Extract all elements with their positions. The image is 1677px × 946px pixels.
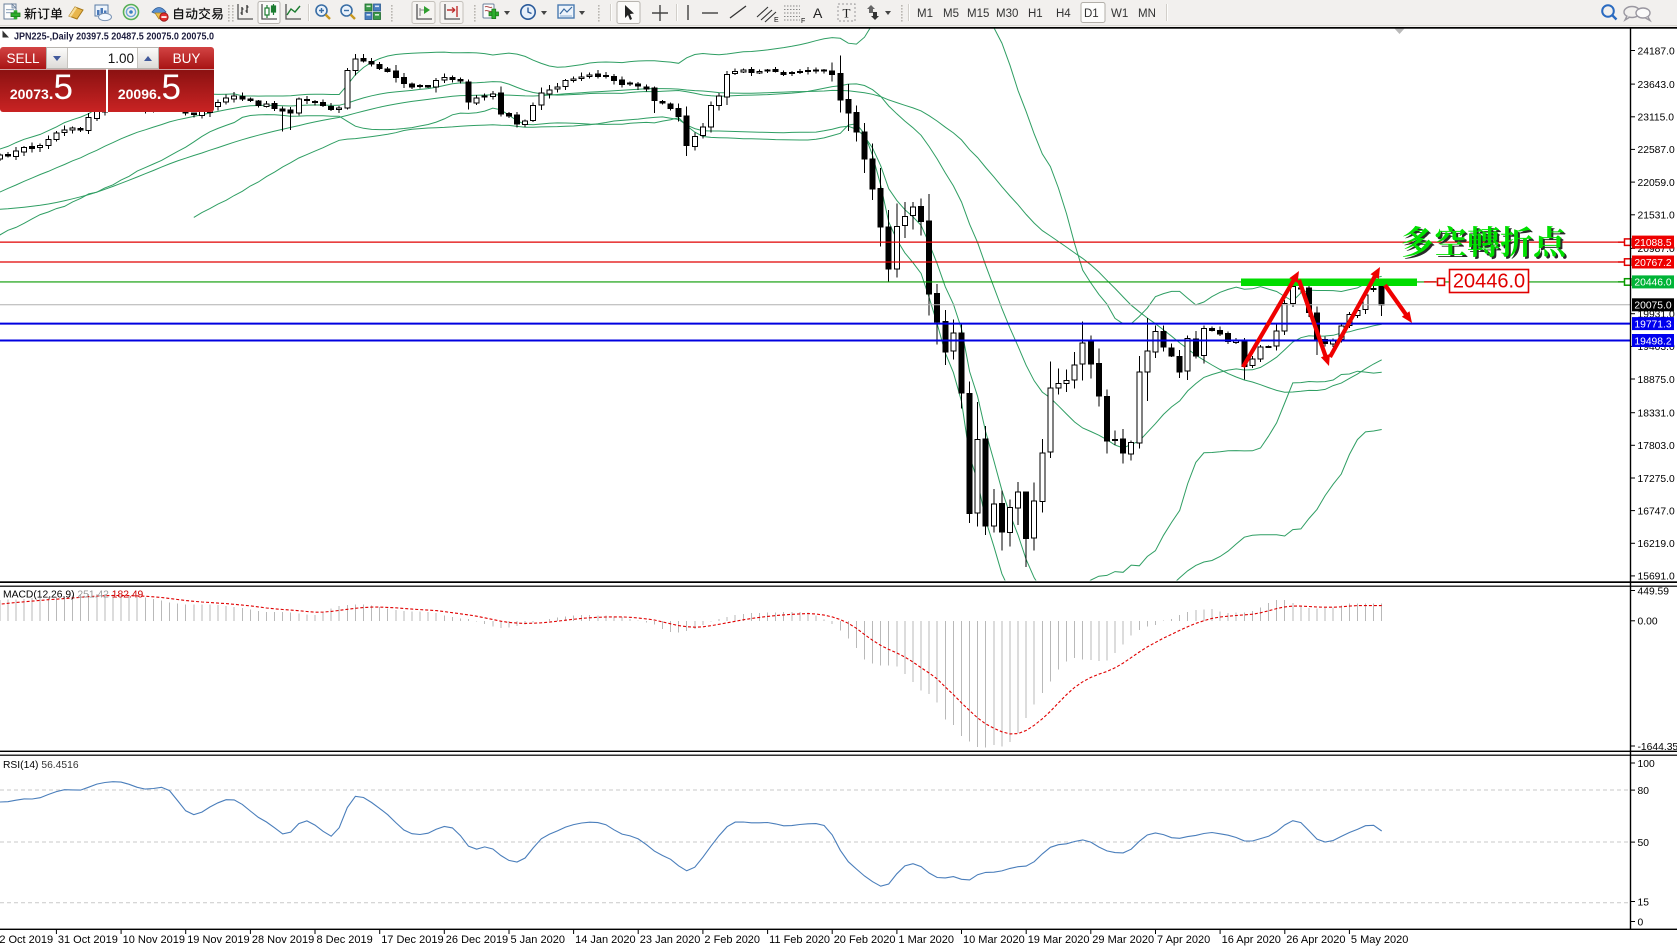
svg-text:20 Feb 2020: 20 Feb 2020 — [834, 934, 896, 946]
svg-text:16 Apr 2020: 16 Apr 2020 — [1222, 934, 1281, 946]
svg-text:19 Mar 2020: 19 Mar 2020 — [1028, 934, 1090, 946]
svg-text:24187.0: 24187.0 — [1638, 46, 1675, 57]
svg-text:26 Apr 2020: 26 Apr 2020 — [1286, 934, 1345, 946]
svg-text:28 Nov 2019: 28 Nov 2019 — [252, 934, 314, 946]
svg-text:0.00: 0.00 — [1638, 617, 1658, 628]
svg-text:MN: MN — [1138, 8, 1156, 20]
svg-text:17275.0: 17275.0 — [1638, 474, 1675, 485]
svg-text:10 Mar 2020: 10 Mar 2020 — [963, 934, 1025, 946]
svg-text:20446.0: 20446.0 — [1634, 278, 1671, 289]
svg-text:17 Dec 2019: 17 Dec 2019 — [381, 934, 443, 946]
svg-text:29 Mar 2020: 29 Mar 2020 — [1092, 934, 1154, 946]
svg-text:22587.0: 22587.0 — [1638, 145, 1675, 156]
svg-text:80: 80 — [1638, 786, 1650, 797]
svg-text:23 Jan 2020: 23 Jan 2020 — [640, 934, 701, 946]
svg-text:0: 0 — [1638, 917, 1644, 928]
svg-text:M5: M5 — [943, 8, 959, 20]
svg-text:22 Oct 2019: 22 Oct 2019 — [0, 934, 53, 946]
svg-text:17803.0: 17803.0 — [1638, 441, 1675, 452]
svg-text:14 Jan 2020: 14 Jan 2020 — [575, 934, 636, 946]
svg-text:19771.3: 19771.3 — [1634, 319, 1671, 330]
svg-text:449.59: 449.59 — [1638, 586, 1670, 597]
svg-text:20987.0: 20987.0 — [1638, 244, 1675, 255]
svg-text:19931.0: 19931.0 — [1638, 310, 1675, 321]
svg-text:23643.0: 23643.0 — [1638, 80, 1675, 91]
svg-text:20075.0: 20075.0 — [1634, 301, 1671, 312]
svg-text:11 Feb 2020: 11 Feb 2020 — [769, 934, 830, 946]
svg-text:19 Nov 2019: 19 Nov 2019 — [187, 934, 249, 946]
svg-text:23115.0: 23115.0 — [1638, 113, 1675, 124]
svg-text:16219.0: 16219.0 — [1638, 539, 1675, 550]
svg-text:15: 15 — [1638, 897, 1650, 908]
svg-text:M15: M15 — [967, 8, 989, 20]
svg-text:A: A — [813, 5, 823, 21]
svg-text:T: T — [843, 6, 851, 21]
svg-text:18331.0: 18331.0 — [1638, 409, 1675, 420]
svg-text:D1: D1 — [1084, 8, 1099, 20]
svg-text:16747.0: 16747.0 — [1638, 506, 1675, 517]
svg-text:5 Jan 2020: 5 Jan 2020 — [511, 934, 565, 946]
svg-text:-1644.35: -1644.35 — [1638, 742, 1677, 753]
svg-text:8 Dec 2019: 8 Dec 2019 — [317, 934, 373, 946]
svg-text:20446.0: 20446.0 — [1453, 271, 1525, 293]
svg-text:JPN225-,Daily 20397.5 20487.5: JPN225-,Daily 20397.5 20487.5 20075.0 20… — [14, 31, 214, 43]
svg-text:18875.0: 18875.0 — [1638, 375, 1675, 386]
svg-text:2 Feb 2020: 2 Feb 2020 — [704, 934, 760, 946]
svg-text:21531.0: 21531.0 — [1638, 211, 1675, 222]
svg-text:20767.2: 20767.2 — [1634, 258, 1671, 269]
svg-text:H1: H1 — [1028, 8, 1043, 20]
svg-text:E: E — [774, 17, 779, 24]
svg-text:W1: W1 — [1111, 8, 1128, 20]
svg-text:15691.0: 15691.0 — [1638, 572, 1675, 583]
svg-text:100: 100 — [1638, 759, 1655, 770]
svg-text:10 Nov 2019: 10 Nov 2019 — [123, 934, 185, 946]
svg-text:H4: H4 — [1056, 8, 1071, 20]
svg-text:RSI(14) 56.4516: RSI(14) 56.4516 — [3, 760, 79, 771]
svg-text:50: 50 — [1638, 838, 1650, 849]
svg-text:M30: M30 — [996, 8, 1018, 20]
svg-text:19498.2: 19498.2 — [1634, 336, 1671, 347]
svg-text:7 Apr 2020: 7 Apr 2020 — [1157, 934, 1210, 946]
svg-text:21088.5: 21088.5 — [1634, 238, 1671, 249]
svg-text:5 May 2020: 5 May 2020 — [1351, 934, 1408, 946]
svg-text:1 Mar 2020: 1 Mar 2020 — [898, 934, 954, 946]
svg-text:19403.0: 19403.0 — [1638, 342, 1675, 353]
svg-text:22059.0: 22059.0 — [1638, 178, 1675, 189]
svg-text:31 Oct 2019: 31 Oct 2019 — [58, 934, 118, 946]
svg-text:F: F — [801, 18, 805, 25]
svg-text:M1: M1 — [917, 8, 933, 20]
svg-text:26 Dec 2019: 26 Dec 2019 — [446, 934, 508, 946]
svg-text:MACD(12,26,9) 251.42 182.49: MACD(12,26,9) 251.42 182.49 — [3, 590, 144, 601]
